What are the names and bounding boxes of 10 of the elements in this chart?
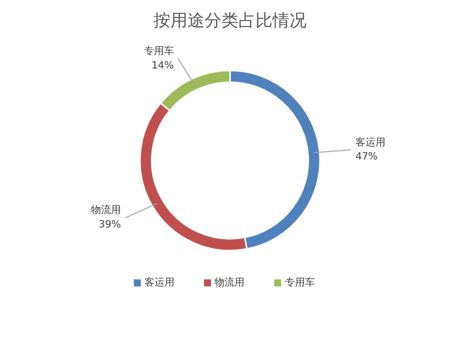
legend-label: 物流用 — [214, 276, 245, 288]
slice-label: 客运用 — [355, 136, 386, 148]
slice-label: 专用车 — [144, 45, 174, 58]
slice-label: 物流用 — [90, 204, 121, 216]
data-label: 47% — [355, 152, 378, 163]
data-label: 39% — [98, 219, 121, 230]
chart-title: 按用途分类占比情况 — [154, 11, 306, 31]
legend-label: 客运用 — [144, 276, 174, 288]
data-label: 14% — [152, 60, 174, 72]
legend-label: 专用车 — [284, 276, 315, 288]
